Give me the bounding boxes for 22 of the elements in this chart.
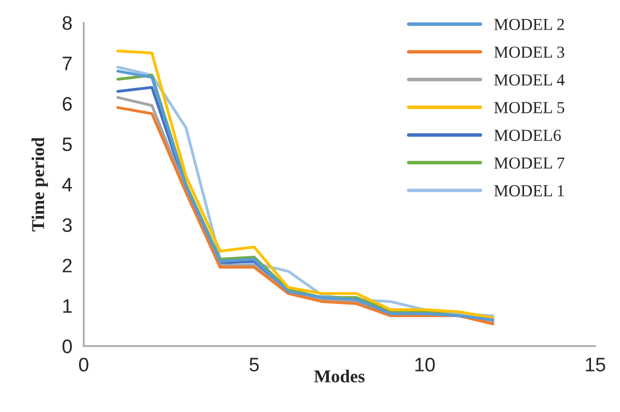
y-tick-label: 3 xyxy=(62,218,72,232)
legend-label: MODEL 2 xyxy=(494,18,564,30)
legend-label: MODEL 3 xyxy=(494,46,564,58)
y-tick-label: 0 xyxy=(62,340,72,354)
legend-label: MODEL 7 xyxy=(494,157,564,169)
legend-label: MODEL 4 xyxy=(494,74,565,86)
y-tick-label: 6 xyxy=(62,96,72,111)
y-tick-label: 4 xyxy=(62,178,72,192)
y-tick-label: 5 xyxy=(62,138,72,152)
legend-label: MODEL 1 xyxy=(494,185,564,196)
y-axis-title: Time period xyxy=(32,137,48,232)
x-tick-label: 0 xyxy=(79,358,88,372)
x-tick-label: 5 xyxy=(250,358,259,372)
legend-label: MODEL 5 xyxy=(494,102,564,114)
x-tick-label: 10 xyxy=(415,358,435,372)
y-tick-label: 8 xyxy=(62,16,72,30)
x-axis-title: Modes xyxy=(314,370,365,382)
legend-label: MODEL6 xyxy=(494,130,561,141)
x-tick-label: 15 xyxy=(586,358,606,372)
y-tick-label: 1 xyxy=(63,299,72,313)
y-tick-label: 2 xyxy=(62,258,72,272)
y-tick-label: 7 xyxy=(62,56,72,70)
